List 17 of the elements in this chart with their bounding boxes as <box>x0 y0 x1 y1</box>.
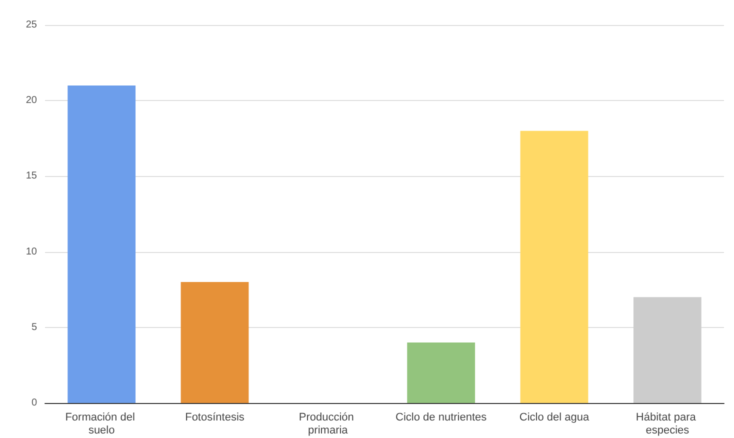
bar <box>68 85 136 403</box>
y-tick-label: 5 <box>31 322 38 333</box>
x-tick-label: Producción primaria <box>298 412 357 436</box>
y-tick-label: 20 <box>26 95 38 106</box>
y-tick-label: 10 <box>26 246 38 258</box>
y-tick-label: 25 <box>26 20 38 30</box>
bar <box>407 342 476 403</box>
bar <box>180 282 249 403</box>
x-tick-label: Fotosíntesis <box>185 412 245 424</box>
bar <box>520 130 588 403</box>
x-tick-label: Formación del suelo <box>65 412 138 436</box>
y-tick-label: 15 <box>26 170 38 182</box>
y-tick-label: 0 <box>31 398 38 408</box>
x-tick-label: Hábitat para especies <box>636 412 699 436</box>
x-tick-label: Ciclo del agua <box>519 412 590 424</box>
bar <box>633 297 702 403</box>
x-tick-label: Ciclo de nutrientes <box>396 412 488 424</box>
